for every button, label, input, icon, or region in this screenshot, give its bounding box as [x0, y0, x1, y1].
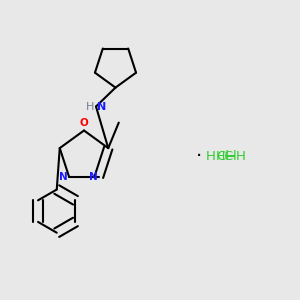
Text: O: O [80, 118, 88, 128]
Text: ·: · [196, 146, 202, 166]
Text: N: N [89, 172, 98, 182]
Text: H: H [206, 149, 215, 163]
Text: H: H [236, 149, 245, 163]
Text: H: H [86, 101, 94, 112]
Text: Cl: Cl [216, 149, 229, 163]
Text: HCl: HCl [216, 149, 238, 163]
Text: N: N [97, 101, 106, 112]
Text: N: N [59, 172, 68, 182]
